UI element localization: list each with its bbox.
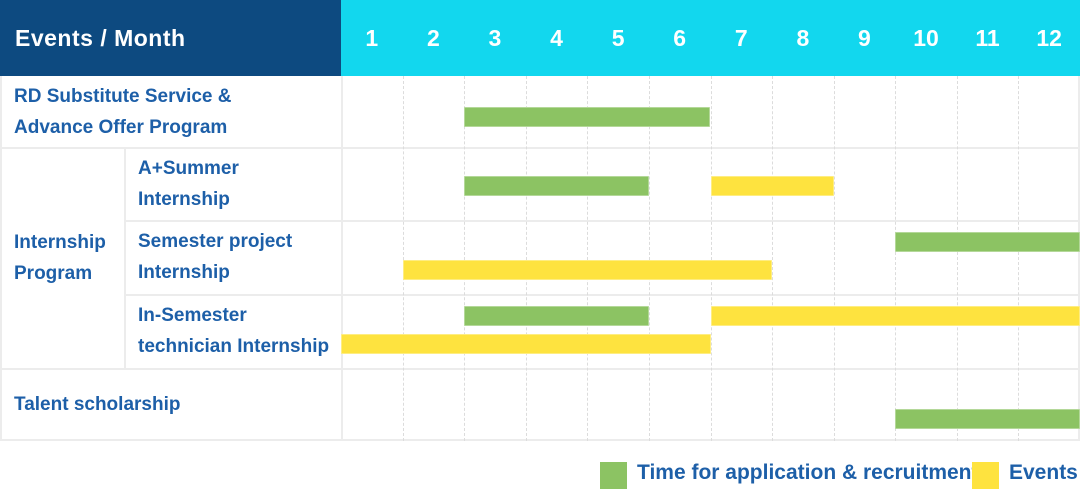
header-title-cell: Events / Month (0, 0, 341, 76)
semester-project-event-bar (402, 260, 773, 280)
grid-line (0, 76, 2, 441)
grid-line (0, 439, 1080, 441)
month-grid-line (648, 76, 650, 441)
a-summer-event-bar (710, 176, 834, 196)
row-label-in-semester: In-Semester technician Internship (124, 294, 341, 368)
month-grid-line (1018, 76, 1020, 441)
row-label-talent-scholarship: Talent scholarship (0, 368, 341, 441)
month-grid-line (587, 76, 589, 441)
rd-application-bar (464, 107, 711, 127)
row-label-line: technician Internship (138, 336, 330, 357)
row-label-line: Internship (138, 188, 230, 210)
in-semester-application-bar (464, 306, 649, 326)
header-title: Events / Month (15, 24, 186, 51)
month-grid-line (772, 76, 774, 441)
month-grid-line (402, 76, 404, 441)
row-label-line: In-Semester (138, 305, 247, 326)
row-label-line: RD Substitute Service & (14, 85, 232, 107)
legend: Time for application & recruitment Event… (0, 441, 1080, 494)
group-label-line: Internship (14, 231, 106, 253)
a-summer-application-bar (464, 176, 649, 196)
month-header-11: 11 (975, 24, 1000, 51)
group-label-line: Program (14, 262, 93, 284)
month-grid-line (895, 76, 897, 441)
legend-application-label: Time for application & recruitment (637, 461, 979, 484)
month-header-row: 1 2 3 4 5 6 7 8 9 10 11 12 (341, 0, 1080, 76)
month-grid-line (464, 76, 466, 441)
month-grid-line (833, 76, 835, 441)
row-label-line: Semester project (138, 231, 293, 252)
legend-event-label: Events (1009, 461, 1078, 484)
semester-project-application-bar (895, 232, 1080, 252)
grid-line (0, 368, 1080, 370)
grid-line (124, 147, 126, 368)
month-header-2: 2 (426, 24, 440, 51)
talent-application-bar (895, 409, 1080, 429)
row-label-line: Advance Offer Program (14, 116, 228, 138)
grid-line (124, 220, 1080, 222)
grid-line (0, 147, 1080, 149)
month-grid-line (525, 76, 527, 441)
row-label-rd-substitute: RD Substitute Service & Advance Offer Pr… (0, 76, 341, 147)
month-header-6: 6 (673, 24, 687, 51)
legend-event-swatch (972, 462, 999, 489)
month-grid-line (956, 76, 958, 441)
row-label-line: A+Summer (138, 157, 239, 179)
month-header-7: 7 (734, 24, 748, 51)
month-header-8: 8 (796, 24, 810, 51)
row-label-line: Internship (138, 262, 230, 283)
month-grid-line (710, 76, 712, 441)
month-header-9: 9 (858, 24, 871, 51)
in-semester-event-bar (710, 306, 1080, 326)
in-semester-event-bar (341, 334, 711, 354)
gantt-chart-area (341, 76, 1080, 441)
row-label-semester-project: Semester project Internship (124, 220, 341, 294)
month-header-3: 3 (488, 24, 502, 51)
month-header-10: 10 (913, 24, 939, 51)
legend-application-swatch (600, 462, 627, 489)
month-header-1: 1 (365, 24, 379, 51)
grid-line (124, 294, 1080, 296)
row-label-a-summer: A+Summer Internship (124, 147, 341, 220)
month-header-5: 5 (611, 24, 625, 51)
group-label-internship-program: Internship Program (0, 147, 124, 368)
grid-line (1078, 76, 1080, 441)
month-header-12: 12 (1036, 24, 1062, 51)
row-label-line: Talent scholarship (14, 394, 181, 415)
grid-line (341, 76, 343, 441)
month-header-4: 4 (550, 24, 563, 51)
